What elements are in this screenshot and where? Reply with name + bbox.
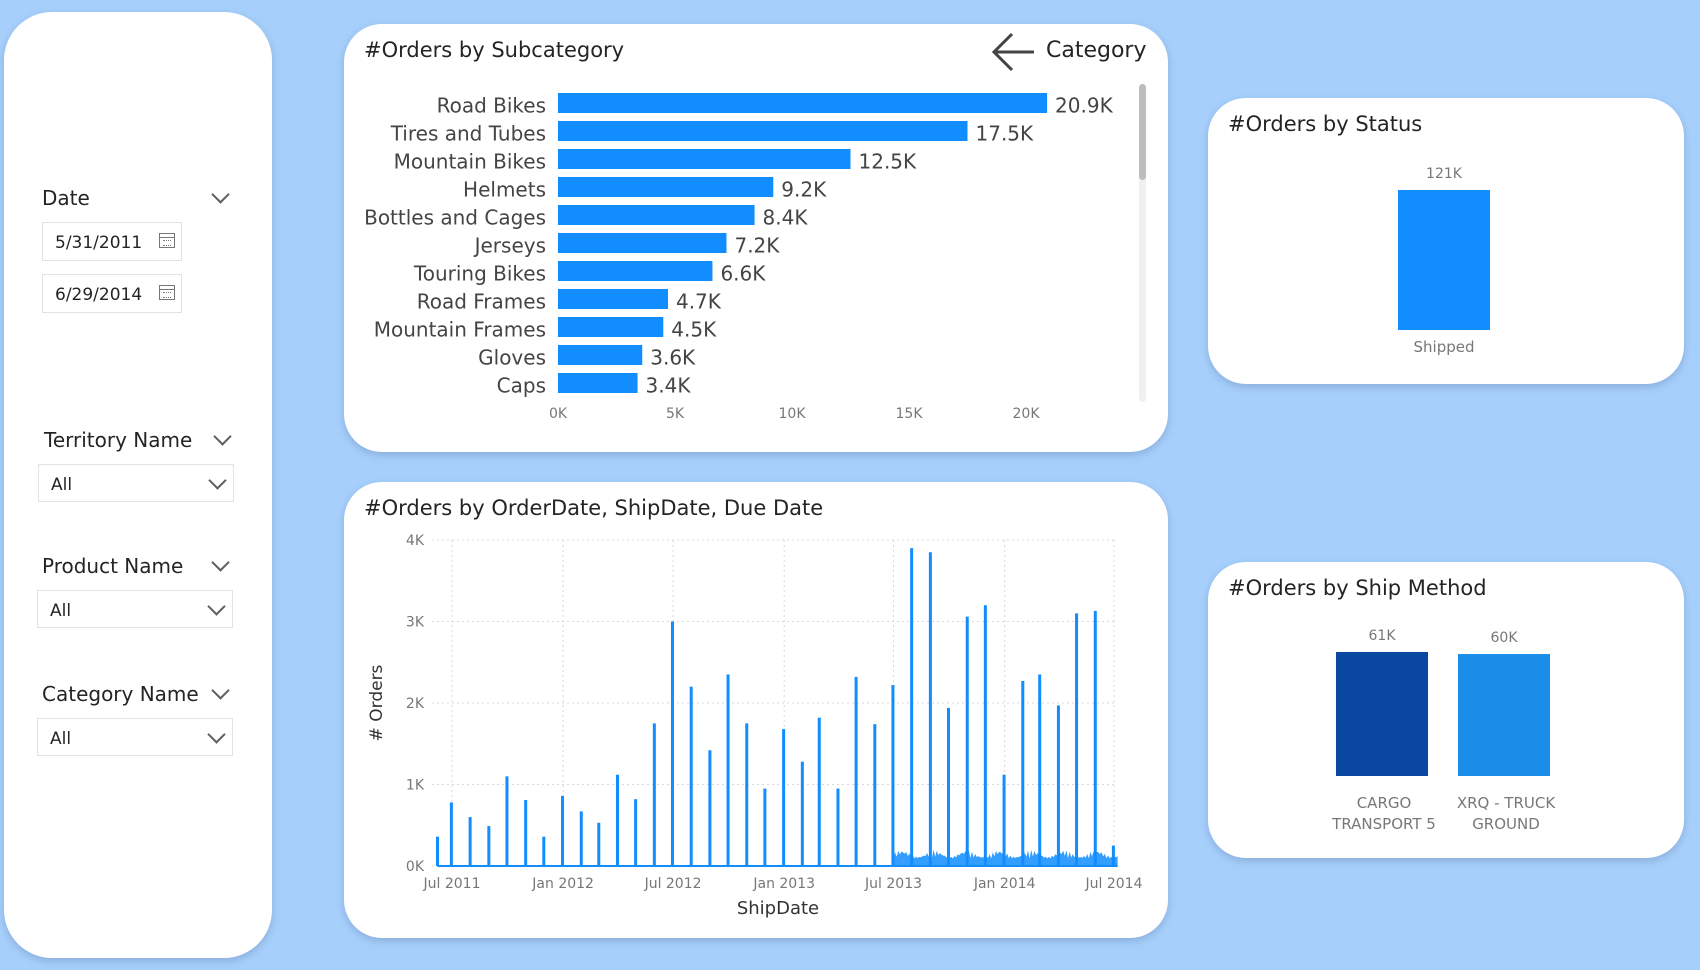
- category-dropdown-value: All: [50, 729, 72, 749]
- product-dropdown[interactable]: All: [37, 590, 233, 628]
- status-chart-card: [1208, 98, 1684, 384]
- subcategory-chart-card: [344, 24, 1168, 452]
- territory-dropdown-value: All: [51, 475, 73, 495]
- chevron-down-icon[interactable]: [207, 597, 226, 616]
- calendar-icon[interactable]: [159, 233, 175, 248]
- back-arrow-icon[interactable]: [990, 30, 1038, 74]
- start-date-value: 5/31/2011: [55, 233, 143, 253]
- calendar-icon[interactable]: [159, 285, 175, 300]
- end-date-input[interactable]: 6/29/2014: [42, 274, 182, 313]
- chevron-down-icon[interactable]: [207, 725, 226, 744]
- subcategory-chart-title: #Orders by Subcategory: [364, 38, 625, 62]
- category-dropdown[interactable]: All: [37, 718, 233, 756]
- dates-chart-card: [344, 482, 1168, 938]
- subcategory-scrollbar-thumb[interactable]: [1139, 84, 1146, 180]
- ship-method-chart-title: #Orders by Ship Method: [1228, 576, 1487, 600]
- category-slicer-label: Category Name: [42, 682, 199, 706]
- product-dropdown-value: All: [50, 601, 72, 621]
- end-date-value: 6/29/2014: [55, 285, 143, 305]
- start-date-input[interactable]: 5/31/2011: [42, 222, 182, 261]
- status-chart-title: #Orders by Status: [1228, 112, 1423, 136]
- drill-up-label[interactable]: Category: [1046, 38, 1147, 63]
- chevron-down-icon[interactable]: [208, 471, 227, 490]
- subcategory-scrollbar[interactable]: [1139, 84, 1146, 402]
- territory-slicer-label: Territory Name: [44, 428, 193, 452]
- ship-method-chart-card: [1208, 562, 1684, 858]
- date-slicer-label: Date: [42, 186, 90, 210]
- territory-dropdown[interactable]: All: [38, 464, 234, 502]
- dates-chart-title: #Orders by OrderDate, ShipDate, Due Date: [364, 496, 824, 520]
- product-slicer-label: Product Name: [42, 554, 184, 578]
